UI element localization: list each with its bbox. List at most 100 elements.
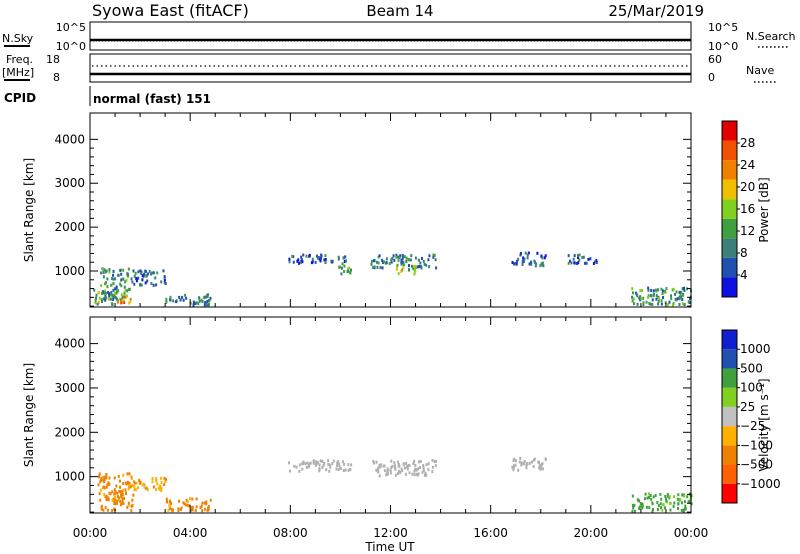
power-echo-cell bbox=[107, 291, 110, 295]
velocity-echo-cell bbox=[641, 506, 644, 510]
power-echo-cell bbox=[403, 255, 406, 259]
velocity-echo-cell bbox=[164, 480, 167, 484]
velocity-echo-cell bbox=[144, 486, 147, 490]
velocity-echo-cell bbox=[298, 463, 301, 467]
power-echo-cell bbox=[127, 287, 130, 291]
velocity-echo-cell bbox=[538, 466, 541, 470]
velocity-echo-cell bbox=[156, 482, 159, 486]
power-echo-cell bbox=[420, 266, 423, 270]
power-echo-cell bbox=[651, 298, 654, 302]
power-echo-cell bbox=[375, 260, 378, 264]
nsearch-label: N.Search bbox=[746, 30, 796, 43]
velocity-echo-cell bbox=[631, 509, 634, 513]
power-echo-cell bbox=[108, 294, 111, 298]
power-echo-cell bbox=[524, 251, 527, 255]
power-echo-cell bbox=[115, 285, 118, 289]
power-echo-cell bbox=[569, 259, 572, 263]
velocity-echo-cell bbox=[544, 458, 547, 462]
power-echo-cell bbox=[410, 254, 413, 258]
velocity-echo-cell bbox=[397, 462, 400, 466]
velocity-echo-cell bbox=[118, 489, 121, 493]
velocity-echo-cell bbox=[328, 469, 331, 473]
power-colorbar-swatch bbox=[722, 140, 737, 161]
velocity-echo-cell bbox=[129, 485, 132, 489]
velocity-colorbar-tick-label: 1000 bbox=[740, 342, 771, 356]
velocity-echo-cell bbox=[142, 482, 145, 486]
velocity-echo-cell bbox=[160, 476, 163, 480]
velocity-echo-cell bbox=[103, 485, 106, 489]
power-echo-cell bbox=[288, 260, 291, 264]
power-colorbar-swatch bbox=[722, 238, 737, 258]
velocity-echo-cell bbox=[402, 462, 405, 466]
velocity-ytick-label: 1000 bbox=[54, 470, 85, 484]
velocity-echo-cell bbox=[168, 499, 171, 503]
power-echo-cell bbox=[105, 281, 108, 285]
power-echo-cell bbox=[144, 281, 147, 285]
velocity-echo-cell bbox=[518, 460, 521, 464]
power-echo-cell bbox=[652, 294, 655, 298]
power-echo-cell bbox=[132, 269, 135, 273]
power-echo-cell bbox=[434, 258, 437, 262]
power-echo-cell bbox=[140, 271, 143, 275]
power-panel: 4000 3000 2000 1000 Slant Range [km] 28 24 20… bbox=[22, 112, 771, 308]
velocity-echo-cell bbox=[668, 495, 671, 499]
power-echo-cell bbox=[139, 282, 142, 286]
power-echo-cell bbox=[640, 296, 643, 300]
velocity-echo-cell bbox=[117, 474, 120, 478]
nave-label: Nave bbox=[746, 64, 774, 77]
velocity-echo-cell bbox=[114, 498, 117, 502]
velocity-echo-cell bbox=[100, 488, 103, 492]
velocity-echo-cell bbox=[393, 461, 396, 465]
velocity-echo-cell bbox=[128, 481, 131, 485]
velocity-echo-cell bbox=[683, 494, 686, 498]
power-echo-cell bbox=[402, 263, 405, 267]
velocity-echo-cell bbox=[121, 493, 124, 497]
power-echo-cell bbox=[124, 288, 127, 292]
power-echo-cell bbox=[197, 302, 200, 306]
power-echo-cell bbox=[567, 261, 570, 265]
power-echo-cell bbox=[97, 300, 100, 304]
velocity-echo-cell bbox=[408, 471, 411, 475]
power-echo-cell bbox=[115, 296, 118, 300]
velocity-echo-cell bbox=[336, 461, 339, 465]
velocity-echo-cell bbox=[182, 501, 185, 505]
power-echo-cell bbox=[123, 285, 126, 289]
power-echo-cell bbox=[667, 303, 670, 307]
velocity-colorbar-tick-label: 25 bbox=[740, 400, 755, 414]
power-echo-cell bbox=[292, 255, 295, 259]
velocity-echo-cell bbox=[308, 463, 311, 467]
power-echo-cell bbox=[116, 290, 119, 294]
power-echo-cell bbox=[100, 299, 103, 303]
velocity-echo-cell bbox=[206, 508, 209, 512]
velocity-ytick-label: 3000 bbox=[54, 381, 85, 395]
velocity-echo-cell bbox=[640, 503, 643, 507]
x-tick-label: 00:00 bbox=[674, 526, 709, 540]
power-echo-cell bbox=[639, 289, 642, 293]
power-echo-cell bbox=[129, 300, 132, 304]
power-echo-cell bbox=[678, 297, 681, 301]
power-echo-cell bbox=[114, 287, 117, 291]
velocity-echo-cell bbox=[98, 472, 101, 476]
power-echo-cell bbox=[109, 292, 112, 296]
velocity-echo-cell bbox=[417, 460, 420, 464]
velocity-echo-cell bbox=[104, 475, 107, 479]
velocity-echo-cell bbox=[511, 465, 514, 469]
velocity-echo-cell bbox=[677, 502, 680, 506]
power-echo-cell bbox=[511, 261, 514, 265]
power-echo-cell bbox=[683, 286, 686, 290]
power-echo-cell bbox=[391, 257, 394, 261]
power-echo-cell bbox=[662, 296, 665, 300]
power-echo-cell bbox=[203, 303, 206, 307]
power-echo-cell bbox=[120, 278, 123, 282]
power-echo-cell bbox=[103, 268, 106, 272]
velocity-echo-cell bbox=[126, 505, 129, 509]
velocity-echo-cell bbox=[209, 498, 212, 502]
power-echo-cell bbox=[650, 288, 653, 292]
power-echo-cell bbox=[300, 258, 303, 262]
power-echo-cell bbox=[95, 296, 98, 300]
power-echo-cell bbox=[392, 254, 395, 258]
velocity-echo-cell bbox=[394, 473, 397, 477]
velocity-echo-cell bbox=[390, 459, 393, 463]
velocity-echo-cell bbox=[134, 488, 137, 492]
power-echo-cell bbox=[292, 260, 295, 264]
